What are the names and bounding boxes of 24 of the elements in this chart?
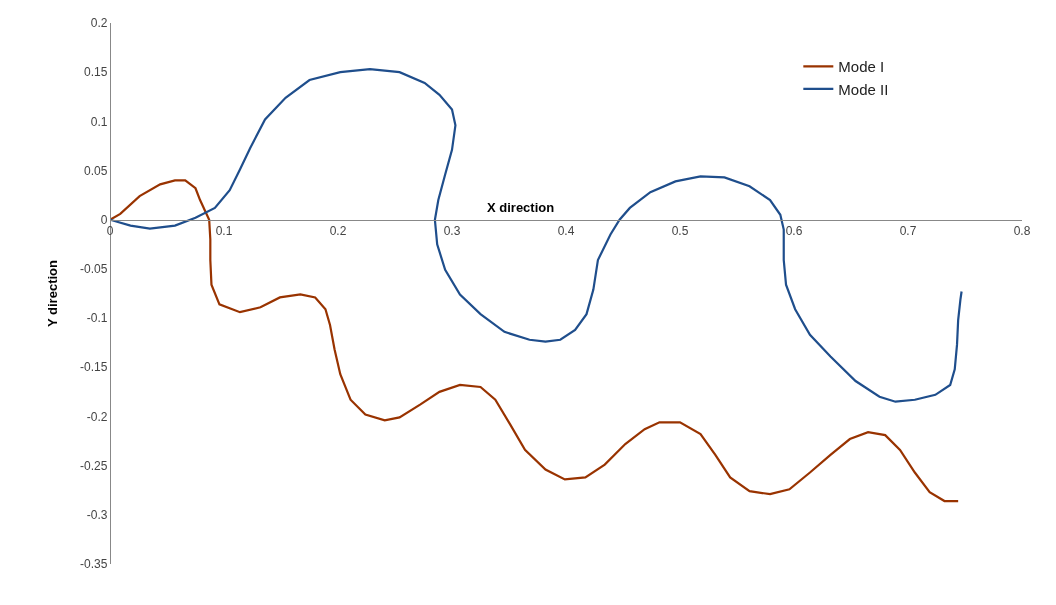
x-tick-label: 0.8 <box>1013 224 1031 239</box>
y-tick-label: 0.2 <box>90 16 108 31</box>
y-tick-label: -0.25 <box>80 458 108 473</box>
x-tick-label: 0.1 <box>215 224 233 239</box>
x-tick-label: 0.7 <box>899 224 917 239</box>
y-tick-label: -0.2 <box>86 409 108 424</box>
y-tick-label: -0.05 <box>80 262 108 277</box>
y-tick-label: 0 <box>100 212 108 227</box>
x-tick-label: 0.4 <box>557 224 575 239</box>
y-tick-label: -0.3 <box>86 508 108 523</box>
legend-label: Mode II <box>838 80 889 98</box>
y-tick-label: -0.1 <box>86 311 108 326</box>
x-axis-title: X direction <box>487 200 555 215</box>
x-tick-label: 0.6 <box>785 224 803 239</box>
y-tick-label: 0.1 <box>90 114 108 129</box>
x-tick-label: 0.2 <box>329 224 347 239</box>
y-tick-label: 0.15 <box>84 65 108 80</box>
x-tick-label: 0.5 <box>671 224 689 239</box>
y-tick-label: -0.35 <box>80 557 108 572</box>
legend-label: Mode I <box>838 58 885 76</box>
y-tick-label: 0.05 <box>84 163 108 178</box>
x-tick-label: 0.3 <box>443 224 461 239</box>
y-axis-title: Y direction <box>45 259 61 327</box>
y-tick-label: -0.15 <box>80 360 108 375</box>
